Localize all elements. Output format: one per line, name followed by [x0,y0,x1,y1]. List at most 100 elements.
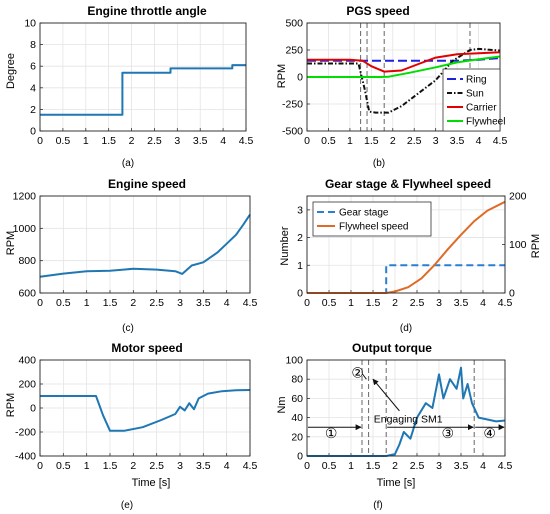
x-tick-label: 4.5 [243,460,258,472]
x-tick-label: 0 [304,460,310,472]
panel-d: Gear stage & Flywheel speed Number RPM (… [279,177,542,334]
phase-4-marker: ④ [483,425,496,441]
x-tick-label: 2 [392,460,398,472]
panel-e-title: Motor speed [111,341,182,355]
y-tick-label: 1000 [13,223,37,235]
y-tick-label: 0 [30,403,36,415]
x-tick-label: 4 [476,135,482,147]
y-tick-label: 500 [285,18,303,30]
panel-a-title: Engine throttle angle [87,4,207,18]
x-tick-label: 1 [348,460,354,472]
panel-d-caption: (d) [400,323,412,334]
x-tick-label: 1 [83,135,89,147]
axes-frame [39,22,247,132]
panel-e-xlabel: Time [s] [132,477,171,489]
y2-tick-label: 0 [509,288,515,300]
series-line-carrier [307,51,501,73]
y2-tick-label: 200 [509,191,527,203]
x-tick-label: 1 [348,297,354,309]
y-tick-label: 1200 [13,191,37,203]
legend-label: Flywheel [466,117,505,128]
panel-d-ylabel: Number [279,226,291,265]
x-tick-label: 2 [390,135,396,147]
panel-d-ylabel2: RPM [530,234,542,258]
y-tick-label: 3 [297,204,303,216]
y-tick-label: 4 [30,82,36,94]
x-tick-label: 3.5 [454,297,469,309]
series-line-0 [40,389,251,432]
x-tick-label: 1.5 [103,297,118,309]
phase-1-marker: ① [325,425,338,441]
panel-b: PGS speed RPM (b) 0 0.5 1 1.5 2 2.5 3 3.5 4 4.5 -5… [276,4,507,169]
x-tick-label: 4 [224,297,230,309]
panel-c: Engine speed RPM (c) 0 0.5 1 1.5 2 2.5 3 3.5 4 4.… [5,177,257,334]
panel-d-title: Gear stage & Flywheel speed [325,177,491,191]
x-tick-label: 3 [177,297,183,309]
x-tick-label: 4.5 [498,297,513,309]
legend-box [312,201,432,237]
y-tick-label: 60 [291,393,303,405]
y-tick-label: 0 [297,288,303,300]
x-tick-label: 4.5 [498,460,513,472]
panel-a: Engine throttle angle Degree (a) 0 0.5 1 1.… [5,4,253,169]
y-tick-label: 10 [24,18,36,30]
y2-tick-label: 100 [509,239,527,251]
plot-area [307,360,505,456]
plot-area [40,196,250,293]
x-tick-label: 3.5 [196,460,211,472]
x-tick-label: 3 [174,135,180,147]
x-tick-label: 4.5 [493,135,508,147]
y-tick-label: 0 [30,126,36,138]
panel-a-caption: (a) [122,158,134,169]
x-tick-label: 4 [480,297,486,309]
series-line-flywheel [307,55,501,78]
x-tick-label: 4 [220,135,226,147]
x-tick-label: 2.5 [407,135,422,147]
x-tick-label: 1 [347,135,353,147]
y-tick-label: -500 [282,126,303,138]
series-line-flywheel-speed [307,200,506,294]
y-tick-label: 600 [18,288,36,300]
series-line-0 [39,214,251,278]
panel-f-xlabel: Time [s] [377,477,416,489]
panel-b-ylabel: RPM [276,64,288,88]
x-tick-label: 1.5 [366,297,381,309]
x-tick-label: 2.5 [410,297,425,309]
x-tick-label: 2 [392,297,398,309]
x-tick-label: 3.5 [454,460,469,472]
axes-frame [306,359,506,457]
panel-f-caption: (f) [373,500,382,511]
legend-label: Ring [466,75,487,86]
x-tick-label: 0 [304,297,310,309]
panel-e-caption: (e) [121,500,133,511]
y-tick-label: 0 [297,451,303,463]
axes-frame [39,195,251,294]
x-tick-label: 0.5 [56,135,71,147]
legend-label: Flywheel speed [339,222,408,233]
x-tick-label: 2.5 [410,460,425,472]
y-tick-label: 8 [30,39,36,51]
panel-f-ylabel: Nm [276,396,288,413]
y-tick-label: 20 [291,431,303,443]
x-tick-label: 4.5 [243,297,258,309]
x-tick-label: 0.5 [322,297,337,309]
x-tick-label: 2.5 [147,135,162,147]
x-tick-label: 1.5 [366,460,381,472]
legend-label: Gear stage [339,208,389,219]
series-line-0 [307,366,506,457]
x-tick-label: 0 [304,135,310,147]
y-tick-label: -400 [15,451,36,463]
phase-2-pointer [361,373,367,380]
axes-frame [39,359,251,457]
panel-e: Motor speed RPM Time [s] (e) 0 0.5 1 1.5 2 2.… [5,341,257,511]
y-tick-label: 2 [297,232,303,244]
y-tick-label: 1 [297,260,303,272]
x-tick-label: 1 [84,297,90,309]
x-tick-label: 0 [37,460,43,472]
engaging-sm1-arrow [372,378,400,412]
x-tick-label: 1.5 [101,135,116,147]
y-tick-label: -250 [282,99,303,111]
x-tick-label: 2.5 [149,460,164,472]
plot-area [40,23,246,131]
y-tick-label: 6 [30,61,36,73]
